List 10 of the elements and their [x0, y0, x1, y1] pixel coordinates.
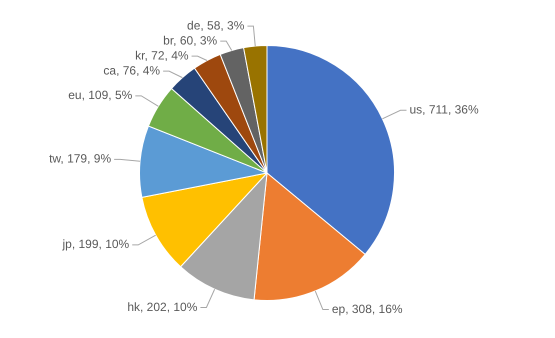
- slice-label: ep, 308, 16%: [332, 302, 403, 316]
- slice-label: ca, 76, 4%: [103, 63, 160, 78]
- slice-label: jp, 199, 10%: [62, 237, 130, 252]
- slice-label: br, 60, 3%: [163, 33, 218, 48]
- slice-label: kr, 72, 4%: [135, 48, 189, 62]
- slice-label: tw, 179, 9%: [49, 152, 112, 166]
- slice-label: hk, 202, 10%: [127, 300, 198, 314]
- slice-label: de, 58, 3%: [187, 18, 245, 32]
- slice-label: eu, 109, 5%: [68, 88, 133, 102]
- slice-label: us, 711, 36%: [410, 102, 479, 117]
